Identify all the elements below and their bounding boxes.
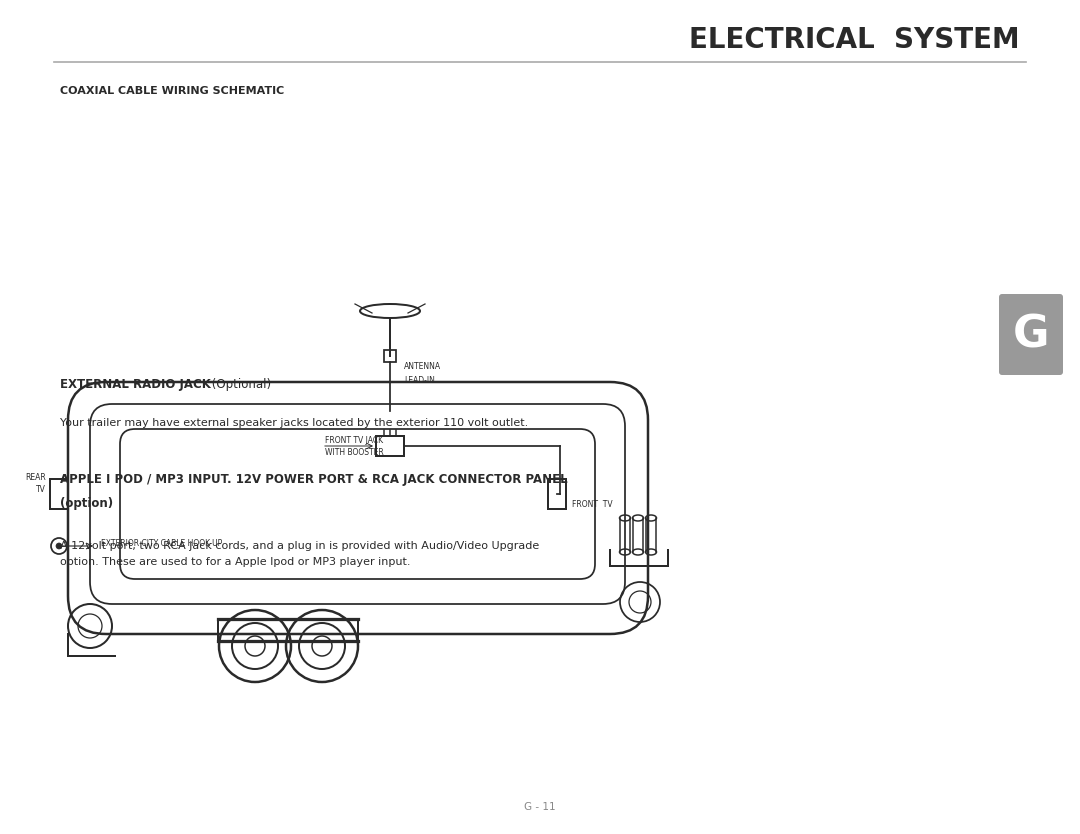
Text: ELECTRICAL  SYSTEM: ELECTRICAL SYSTEM — [689, 26, 1020, 54]
Text: COAXIAL CABLE WIRING SCHEMATIC: COAXIAL CABLE WIRING SCHEMATIC — [60, 86, 284, 96]
Text: FRONT  TV: FRONT TV — [572, 500, 612, 509]
Text: EXTERIOR CITY CABLE HOOK-UP: EXTERIOR CITY CABLE HOOK-UP — [102, 540, 222, 549]
Bar — [384, 350, 396, 362]
Text: A 12volt port, two RCA jack cords, and a plug in is provided with Audio/Video Up: A 12volt port, two RCA jack cords, and a… — [60, 541, 539, 551]
Text: ANTENNA: ANTENNA — [404, 361, 441, 370]
Text: LEAD-IN: LEAD-IN — [404, 375, 435, 384]
Bar — [50, 479, 68, 509]
FancyBboxPatch shape — [999, 294, 1063, 375]
Text: option. These are used to for a Apple Ipod or MP3 player input.: option. These are used to for a Apple Ip… — [60, 557, 410, 567]
Text: TV: TV — [36, 485, 46, 494]
Text: (Optional): (Optional) — [208, 378, 271, 391]
Text: (option): (option) — [60, 497, 113, 510]
Text: APPLE I POD / MP3 INPUT. 12V POWER PORT & RCA JACK CONNECTOR PANEL: APPLE I POD / MP3 INPUT. 12V POWER PORT … — [60, 473, 568, 486]
Text: WITH BOOSTER: WITH BOOSTER — [325, 448, 383, 456]
Bar — [548, 479, 566, 509]
Text: G - 11: G - 11 — [524, 802, 556, 812]
Text: G: G — [1013, 313, 1050, 356]
Text: FRONT TV JACK: FRONT TV JACK — [325, 435, 383, 445]
Text: EXTERNAL RADIO JACK: EXTERNAL RADIO JACK — [60, 378, 211, 391]
Text: Your trailer may have external speaker jacks located by the exterior 110 volt ou: Your trailer may have external speaker j… — [60, 418, 528, 428]
Circle shape — [56, 543, 62, 549]
Text: REAR: REAR — [25, 473, 46, 482]
Bar — [376, 436, 404, 456]
